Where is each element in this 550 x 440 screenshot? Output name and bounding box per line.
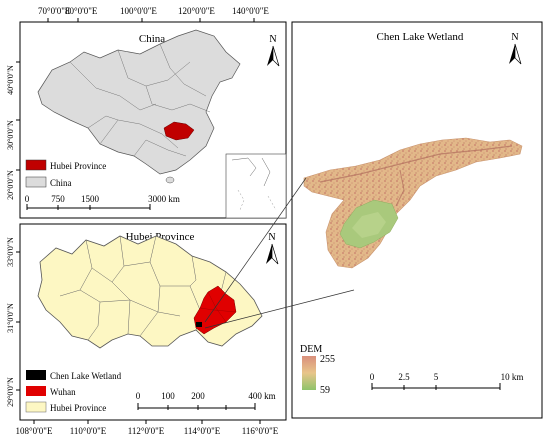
svg-text:2.5: 2.5 (398, 372, 410, 382)
dem-legend-title: DEM (300, 344, 322, 355)
lat-tick-label: 20°0'0"N (6, 170, 15, 200)
china-legend: Hubei Province China (25, 159, 106, 188)
lon-tick-label: 112°0'0"E (128, 426, 165, 436)
china-panel: China 40°0'0"N 30°0'0"N 20°0'0"N (6, 21, 287, 219)
lat-tick-label: 40°0'0"N (6, 65, 15, 95)
wetland-scale-bar: 0 2.5 5 10 km (370, 372, 524, 390)
panel-title-wetland: Chen Lake Wetland (377, 31, 464, 43)
svg-text:10 km: 10 km (501, 372, 524, 382)
dem-color-ramp (302, 356, 316, 390)
svg-text:0: 0 (370, 372, 375, 382)
legend-label: China (50, 178, 72, 188)
svg-text:5: 5 (434, 372, 439, 382)
bottom-lon-axis: 108°0'0"E 110°0'0"E 112°0'0"E 114°0'0"E … (16, 419, 286, 436)
panel-title-hubei: Hubei Province (126, 231, 195, 243)
province-lines (69, 43, 211, 157)
dem-max-label: 255 (320, 354, 335, 365)
dem-min-label: 59 (320, 385, 330, 396)
legend-label: Chen Lake Wetland (50, 371, 122, 381)
lon-tick-label: 116°0'0"E (242, 426, 279, 436)
lon-tick-label: 110°0'0"E (70, 426, 107, 436)
lon-tick-label: 108°0'0"E (16, 426, 53, 436)
lat-tick-label: 29°0'0"N (6, 377, 15, 407)
hubei-legend: Chen Lake Wetland Wuhan Hubei Province (25, 370, 122, 413)
panel-title-china: China (139, 33, 165, 45)
svg-text:3000 km: 3000 km (148, 194, 180, 204)
north-arrow-icon: N (267, 34, 280, 67)
north-arrow-icon: N (266, 232, 279, 265)
hubei-scale-bar: 0 100 200 400 km (136, 391, 276, 410)
dem-legend: DEM 255 59 (300, 344, 335, 396)
china-scale-bar: 0 750 1500 3000 km (25, 194, 180, 210)
svg-text:N: N (511, 32, 518, 43)
lat-tick-label: 30°0'0"N (6, 120, 15, 150)
chen-lake-marker (196, 322, 202, 327)
svg-text:100: 100 (161, 391, 175, 401)
svg-text:N: N (269, 34, 276, 45)
svg-text:400 km: 400 km (248, 391, 275, 401)
hubei-panel: Hubei Province 33°0'0"N 31°0'0"N 29°0'0"… (6, 223, 287, 421)
south-china-sea-inset (225, 153, 287, 219)
top-lon-axis: 70°0'0"E 80°0'0"E 100°0'0"E 120°0'0"E 14… (38, 6, 286, 23)
north-arrow-icon: N (509, 32, 522, 65)
legend-label: Hubei Province (50, 403, 106, 413)
svg-text:N: N (268, 232, 275, 243)
lon-tick-label: 80°0'0"E (65, 6, 98, 16)
svg-text:0: 0 (25, 194, 30, 204)
svg-text:1500: 1500 (81, 194, 100, 204)
lon-tick-label: 100°0'0"E (120, 6, 157, 16)
wetland-panel: Chen Lake Wetland N DEM 255 59 0 2.5 5 1… (291, 21, 543, 419)
lat-tick-label: 33°0'0"N (6, 237, 15, 267)
svg-text:0: 0 (136, 391, 141, 401)
lon-tick-label: 120°0'0"E (178, 6, 215, 16)
legend-label: Hubei Province (50, 161, 106, 171)
svg-text:200: 200 (191, 391, 205, 401)
lon-tick-label: 114°0'0"E (184, 426, 221, 436)
lon-tick-label: 140°0'0"E (232, 6, 269, 16)
lon-tick-label: 70°0'0"E (38, 6, 71, 16)
connector-lines (204, 177, 355, 329)
lat-tick-label: 31°0'0"N (6, 303, 15, 333)
svg-text:750: 750 (51, 194, 65, 204)
hubei-highlight (163, 121, 195, 141)
legend-label: Wuhan (50, 387, 76, 397)
